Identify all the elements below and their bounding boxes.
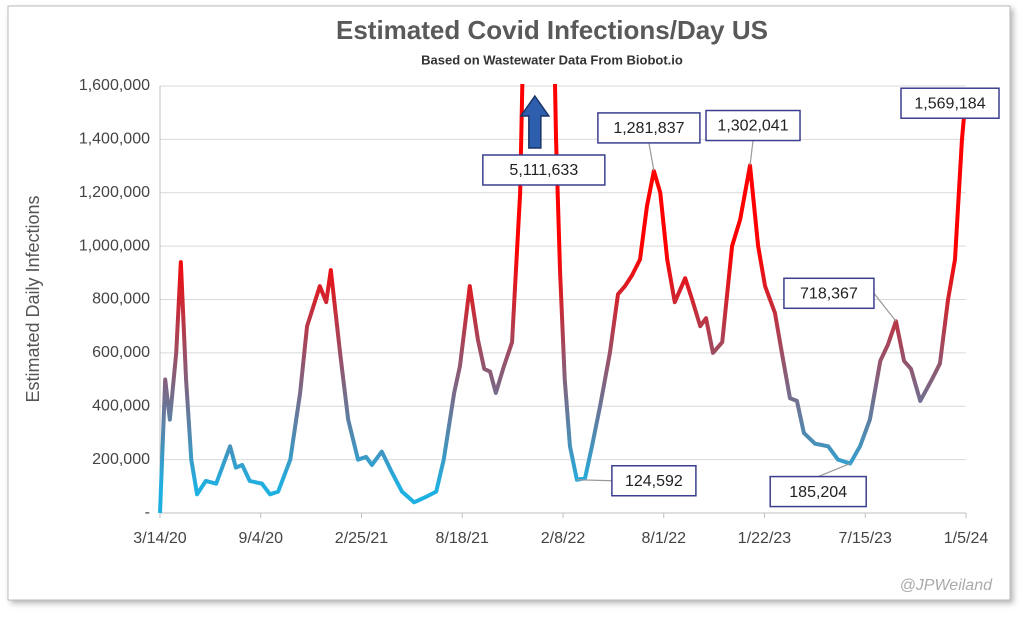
x-tick-label: 1/5/24	[944, 530, 989, 547]
x-tick-label: 1/22/23	[738, 530, 791, 547]
annotation-box	[705, 109, 801, 142]
y-tick-label: 800,000	[92, 291, 150, 308]
y-tick-label: 1,600,000	[79, 77, 150, 94]
annotation-box	[783, 277, 875, 310]
chart-subtitle: Based on Wastewater Data From Biobot.io	[421, 52, 683, 67]
x-tick-label: 9/4/20	[239, 530, 284, 547]
x-tick-label: 7/15/23	[839, 530, 892, 547]
x-tick-label: 2/8/22	[541, 530, 586, 547]
y-tick-label: 1,400,000	[79, 131, 150, 148]
leader-line	[873, 292, 897, 322]
x-tick-label: 2/25/21	[335, 530, 388, 547]
y-tick-label: 1,200,000	[79, 184, 150, 201]
data-label: 185,204	[789, 484, 847, 501]
annotation-box	[482, 154, 606, 186]
y-tick-label: 400,000	[92, 397, 150, 414]
y-tick-label: 1,000,000	[79, 237, 150, 254]
annotation-box	[900, 87, 1000, 119]
annotation-box	[769, 475, 867, 508]
watermark: @JPWeiland	[900, 577, 994, 594]
y-tick-label: 600,000	[92, 344, 150, 361]
x-tick-label: 3/14/20	[133, 530, 186, 547]
overflow-arrow	[519, 94, 551, 149]
data-label: 718,367	[800, 286, 858, 303]
leader-line	[749, 140, 754, 166]
x-tick-label: 8/18/21	[436, 530, 489, 547]
leader-line	[576, 479, 612, 482]
chart-title: Estimated Covid Infections/Day US	[336, 15, 768, 45]
annotation-box	[597, 112, 701, 144]
annotation-box	[611, 464, 697, 497]
leader-line	[817, 463, 851, 478]
data-label: 124,592	[625, 473, 683, 490]
y-tick-label: 200,000	[92, 451, 150, 468]
data-line	[158, 84, 968, 514]
data-label: 1,569,184	[914, 95, 985, 112]
data-label: 1,302,041	[717, 118, 788, 135]
y-tick-label: -	[145, 504, 150, 521]
data-label: 1,281,837	[613, 120, 684, 137]
y-axis-label: Estimated Daily Infections	[23, 195, 43, 402]
leader-line	[648, 142, 655, 172]
x-tick-label: 8/1/22	[642, 530, 687, 547]
data-label: 5,111,633	[509, 162, 578, 179]
